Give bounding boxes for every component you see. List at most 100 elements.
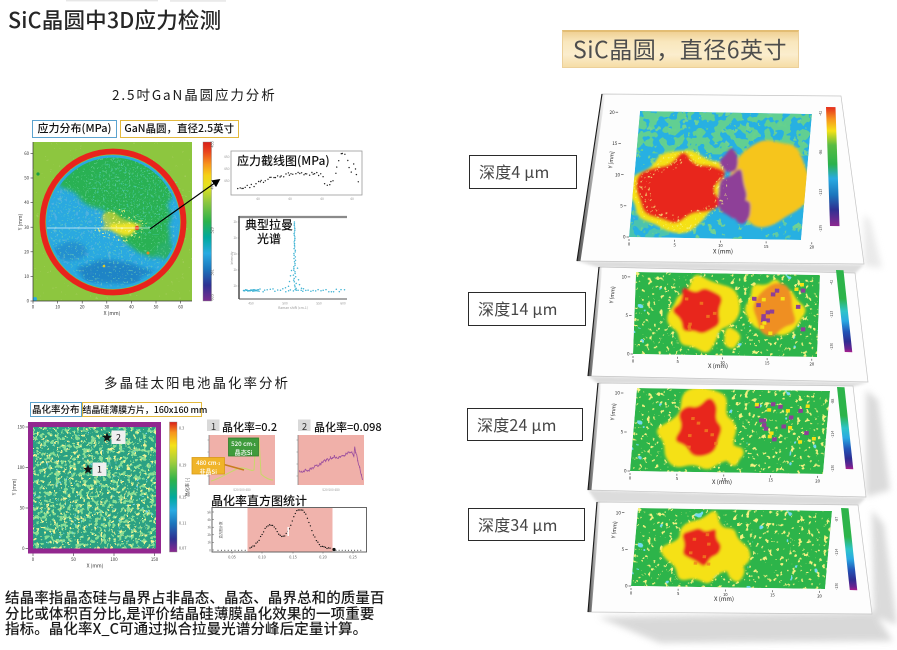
svg-text:30: 30 bbox=[104, 305, 109, 311]
svg-text:50: 50 bbox=[71, 557, 76, 563]
svg-text:100: 100 bbox=[110, 557, 118, 563]
svg-text:561: 561 bbox=[211, 269, 216, 275]
svg-text:-86: -86 bbox=[819, 150, 824, 155]
svg-text:40: 40 bbox=[129, 305, 134, 311]
svg-text:0: 0 bbox=[630, 591, 633, 597]
svg-text:20: 20 bbox=[817, 593, 822, 599]
svg-text:5: 5 bbox=[626, 313, 629, 319]
svg-text:5: 5 bbox=[674, 242, 677, 248]
svg-text:0.20: 0.20 bbox=[319, 556, 326, 561]
svg-text:5: 5 bbox=[677, 591, 680, 597]
svg-text:X (mm): X (mm) bbox=[87, 563, 104, 570]
svg-text:Y (mm): Y (mm) bbox=[610, 521, 619, 540]
svg-text:-42: -42 bbox=[830, 280, 835, 285]
svg-text:15: 15 bbox=[768, 478, 773, 484]
svg-text:15: 15 bbox=[764, 244, 769, 250]
svg-text:-139: -139 bbox=[819, 225, 824, 232]
svg-text:50: 50 bbox=[20, 506, 25, 512]
svg-text:20: 20 bbox=[810, 361, 815, 367]
svg-text:-88: -88 bbox=[831, 399, 836, 404]
svg-text:X (mm): X (mm) bbox=[708, 361, 728, 370]
svg-text:0.15: 0.15 bbox=[289, 556, 296, 561]
svg-text:10: 10 bbox=[615, 391, 621, 397]
svg-text:0: 0 bbox=[629, 476, 632, 482]
svg-text:40: 40 bbox=[24, 200, 29, 206]
svg-text:0: 0 bbox=[628, 242, 631, 248]
svg-text:0.05: 0.05 bbox=[228, 556, 235, 561]
svg-text:20: 20 bbox=[809, 245, 814, 251]
svg-text:30: 30 bbox=[24, 225, 29, 231]
svg-text:0.11: 0.11 bbox=[179, 522, 186, 527]
svg-text:5: 5 bbox=[677, 359, 680, 365]
svg-text:50: 50 bbox=[154, 305, 159, 311]
svg-text:2k: 2k bbox=[233, 235, 237, 240]
svg-text:20: 20 bbox=[24, 249, 29, 255]
svg-text:-130: -130 bbox=[830, 343, 835, 350]
svg-text:0.25: 0.25 bbox=[349, 556, 356, 561]
svg-text:10: 10 bbox=[720, 360, 725, 366]
svg-text:-114: -114 bbox=[831, 431, 836, 438]
svg-text:10: 10 bbox=[615, 172, 621, 178]
svg-text:Y (mm): Y (mm) bbox=[609, 403, 618, 422]
svg-text:15: 15 bbox=[612, 141, 618, 147]
svg-text:150: 150 bbox=[17, 425, 25, 431]
svg-text:-113: -113 bbox=[830, 311, 835, 318]
svg-text:150: 150 bbox=[151, 557, 159, 563]
svg-text:40: 40 bbox=[320, 196, 324, 201]
svg-text:0.07: 0.07 bbox=[179, 547, 186, 552]
svg-text:Raman shift (cm-1): Raman shift (cm-1) bbox=[278, 305, 308, 310]
svg-text:603: 603 bbox=[211, 294, 216, 300]
svg-text:4k: 4k bbox=[207, 517, 211, 522]
svg-text:40: 40 bbox=[288, 196, 292, 201]
svg-text:-130: -130 bbox=[831, 465, 836, 472]
svg-text:晶化率 [-]: 晶化率 [-] bbox=[184, 477, 191, 497]
svg-text:1k: 1k bbox=[207, 540, 211, 545]
svg-text:0.19: 0.19 bbox=[179, 464, 186, 469]
svg-text:2k: 2k bbox=[233, 283, 237, 288]
svg-text:0: 0 bbox=[32, 557, 35, 563]
svg-text:-87: -87 bbox=[835, 517, 840, 522]
svg-text:0: 0 bbox=[209, 547, 211, 552]
svg-text:455: 455 bbox=[211, 141, 216, 147]
svg-text:20: 20 bbox=[80, 305, 85, 311]
svg-text:0: 0 bbox=[22, 546, 25, 552]
svg-text:5: 5 bbox=[622, 547, 625, 553]
svg-text:20: 20 bbox=[610, 110, 616, 116]
svg-text:X (mm): X (mm) bbox=[713, 247, 733, 256]
svg-text:520 500 480: 520 500 480 bbox=[322, 487, 340, 492]
svg-text:0.3: 0.3 bbox=[179, 427, 184, 432]
svg-text:10: 10 bbox=[55, 305, 60, 311]
svg-text:0: 0 bbox=[32, 305, 35, 311]
svg-text:50: 50 bbox=[24, 176, 29, 182]
svg-text:40: 40 bbox=[350, 196, 354, 201]
svg-text:10: 10 bbox=[723, 592, 728, 598]
svg-text:2k: 2k bbox=[233, 251, 237, 256]
svg-text:10: 10 bbox=[24, 274, 29, 280]
svg-text:450: 450 bbox=[224, 166, 230, 171]
svg-text:-113: -113 bbox=[819, 189, 824, 196]
svg-text:0.15: 0.15 bbox=[179, 496, 186, 501]
svg-text:3k: 3k bbox=[207, 525, 211, 530]
svg-text:2k: 2k bbox=[207, 532, 211, 537]
svg-text:0: 0 bbox=[625, 584, 628, 590]
svg-text:10: 10 bbox=[622, 275, 628, 281]
svg-text:1: 1 bbox=[97, 463, 102, 476]
svg-text:-42: -42 bbox=[819, 111, 824, 116]
svg-text:600: 600 bbox=[340, 301, 346, 306]
svg-text:529: 529 bbox=[211, 227, 216, 233]
svg-text:40: 40 bbox=[256, 196, 260, 201]
svg-text:100: 100 bbox=[17, 465, 25, 471]
svg-text:Intensity: Intensity bbox=[229, 251, 234, 264]
svg-text:10: 10 bbox=[718, 243, 723, 249]
svg-text:0: 0 bbox=[624, 469, 627, 475]
svg-text:450: 450 bbox=[224, 154, 230, 159]
svg-text:X (mm): X (mm) bbox=[104, 310, 121, 317]
svg-text:500: 500 bbox=[282, 301, 288, 306]
svg-text:0: 0 bbox=[627, 352, 630, 358]
svg-text:5: 5 bbox=[676, 476, 679, 482]
svg-text:Y (mm): Y (mm) bbox=[608, 286, 617, 305]
svg-text:10: 10 bbox=[616, 510, 622, 516]
svg-text:15: 15 bbox=[770, 593, 775, 599]
svg-text:2: 2 bbox=[116, 431, 121, 444]
svg-text:-114: -114 bbox=[835, 549, 840, 556]
